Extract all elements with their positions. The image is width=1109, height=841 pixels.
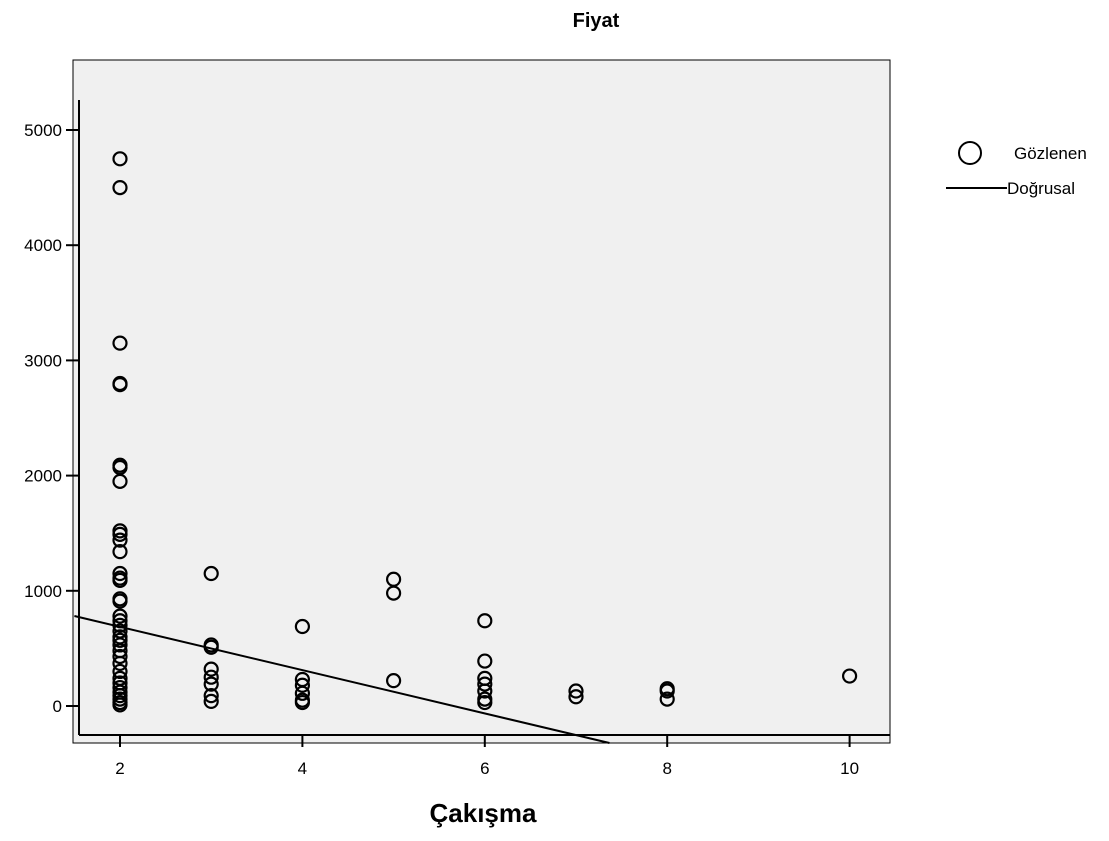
data-point xyxy=(568,689,584,705)
data-point xyxy=(112,632,128,648)
data-point xyxy=(477,613,493,629)
x-tick-label: 10 xyxy=(840,759,859,778)
x-tick-label: 6 xyxy=(480,759,489,778)
data-point xyxy=(112,663,128,680)
data-point xyxy=(203,661,219,677)
data-point xyxy=(112,532,128,548)
fit-line xyxy=(74,615,610,744)
data-point xyxy=(841,668,858,684)
legend-circle-icon xyxy=(958,141,982,165)
x-tick-label: 8 xyxy=(662,759,671,778)
data-point xyxy=(203,676,219,692)
data-point xyxy=(659,691,675,707)
data-point xyxy=(112,376,128,393)
axes: 0 1000 2000 3000 4000 5000 2 4 6 8 10 xyxy=(24,100,890,778)
data-point xyxy=(659,683,675,699)
data-point xyxy=(112,679,128,696)
y-tick-label: 0 xyxy=(53,697,62,716)
data-point xyxy=(203,669,219,685)
data-point xyxy=(112,637,128,653)
y-tick-label: 1000 xyxy=(24,582,62,601)
data-point xyxy=(294,685,310,701)
data-point xyxy=(112,335,128,351)
data-point xyxy=(203,693,219,709)
data-point xyxy=(477,653,493,669)
legend: Gözlenen Doğrusal xyxy=(946,141,1087,198)
data-point xyxy=(112,565,128,582)
data-point xyxy=(386,673,402,689)
data-point xyxy=(112,526,128,542)
y-tick-label: 5000 xyxy=(24,121,62,140)
data-point xyxy=(477,694,493,711)
data-point xyxy=(112,608,128,624)
data-point xyxy=(203,565,219,582)
data-point xyxy=(477,683,493,699)
data-points xyxy=(112,151,858,713)
data-point xyxy=(112,572,128,589)
data-point xyxy=(112,655,128,671)
linear-fit xyxy=(74,615,610,744)
chart-title: Fiyat xyxy=(573,10,620,32)
data-point xyxy=(294,694,310,711)
data-point xyxy=(568,683,584,699)
data-point xyxy=(112,697,128,713)
plot-area xyxy=(72,59,891,744)
x-tick-label: 4 xyxy=(298,759,307,778)
data-point xyxy=(294,677,310,693)
y-tick-label: 2000 xyxy=(24,467,62,486)
data-point xyxy=(112,151,128,167)
legend-label-linear: Doğrusal xyxy=(1007,179,1075,198)
data-point xyxy=(112,593,128,609)
data-point xyxy=(294,618,310,635)
y-tick-label: 3000 xyxy=(24,351,62,370)
data-point xyxy=(386,585,402,601)
data-point xyxy=(112,180,128,196)
y-tick-label: 4000 xyxy=(24,236,62,255)
data-point xyxy=(203,688,219,704)
data-point xyxy=(112,648,128,665)
legend-label-observed: Gözlenen xyxy=(1014,144,1087,163)
data-point xyxy=(477,676,493,692)
x-axis-label: Çakışma xyxy=(430,798,537,828)
data-point xyxy=(112,544,128,560)
x-tick-label: 2 xyxy=(115,759,124,778)
data-point xyxy=(112,473,128,489)
